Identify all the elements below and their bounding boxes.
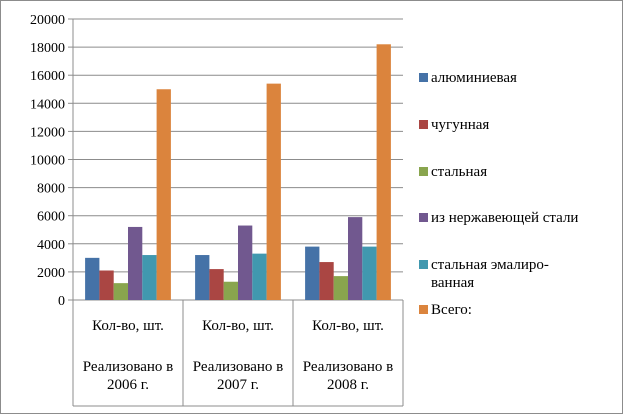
y-tick-label: 14000 — [30, 97, 65, 112]
bar-Всего:-2 — [376, 44, 391, 300]
category-line2: Реализовано в 2008 г. — [302, 359, 394, 393]
legend-swatch — [419, 213, 428, 222]
y-tick-label: 10000 — [30, 154, 65, 169]
bar-стальная-1 — [223, 281, 238, 300]
legend-swatch — [419, 120, 428, 129]
bar-чугунная-2 — [319, 262, 334, 300]
legend-swatch — [419, 305, 428, 314]
legend-item: из нержавеющей стали — [419, 209, 578, 227]
bar-из-нержавеющей-стали-1 — [238, 225, 253, 300]
y-tick-label: 6000 — [37, 210, 65, 225]
legend-label: стальная эмалиро-ванная — [431, 257, 549, 291]
legend-swatch — [419, 260, 428, 269]
bar-алюминиевая-1 — [195, 255, 210, 300]
category-line1: Кол-во, шт. — [92, 318, 164, 334]
y-tick-label: 18000 — [30, 41, 65, 56]
category-line2: Реализовано в 2007 г. — [192, 359, 284, 393]
category-label: Кол-во, шт. Реализовано в 2007 г. — [184, 317, 292, 394]
legend-swatch — [419, 73, 428, 82]
legend-item: чугунная — [419, 116, 489, 134]
bar-Всего:-0 — [156, 89, 171, 300]
legend-label: чугунная — [431, 117, 490, 133]
legend-swatch — [419, 167, 428, 176]
category-label: Кол-во, шт. Реализовано в 2006 г. — [74, 317, 182, 394]
bar-из-нержавеющей-стали-0 — [128, 226, 143, 300]
bar-Всего:-1 — [266, 83, 281, 300]
legend-label: из нержавеющей стали — [431, 210, 579, 226]
bar-стальная-0 — [113, 283, 128, 300]
bar-из-нержавеющей-стали-2 — [348, 217, 363, 300]
bar-стальная-эмалиро-ванная-1 — [252, 253, 267, 300]
y-tick-label: 0 — [58, 294, 65, 309]
bar-чугунная-0 — [99, 270, 114, 300]
category-label: Кол-во, шт. Реализовано в 2008 г. — [294, 317, 402, 394]
y-tick-label: 4000 — [37, 238, 65, 253]
y-tick-label: 12000 — [30, 125, 65, 140]
legend-item: стальная эмалиро-ванная — [419, 256, 581, 292]
bar-стальная-эмалиро-ванная-2 — [362, 246, 377, 300]
bar-алюминиевая-0 — [85, 257, 100, 300]
bar-алюминиевая-2 — [305, 246, 320, 300]
legend-item: стальная — [419, 163, 487, 181]
legend-item: алюминиевая — [419, 69, 517, 87]
legend-label: алюминиевая — [431, 70, 517, 86]
y-tick-label: 20000 — [30, 13, 65, 28]
y-tick-label: 2000 — [37, 266, 65, 281]
category-line2: Реализовано в 2006 г. — [82, 359, 174, 393]
y-tick-label: 16000 — [30, 69, 65, 84]
y-tick-label: 8000 — [37, 182, 65, 197]
bar-чугунная-1 — [209, 269, 224, 300]
legend-label: стальная — [431, 164, 488, 180]
category-line1: Кол-во, шт. — [312, 318, 384, 334]
category-line1: Кол-во, шт. — [202, 318, 274, 334]
legend-item: Всего: — [419, 301, 472, 319]
legend-label: Всего: — [431, 302, 472, 318]
bar-стальная-эмалиро-ванная-0 — [142, 255, 157, 300]
bar-стальная-2 — [333, 276, 348, 300]
